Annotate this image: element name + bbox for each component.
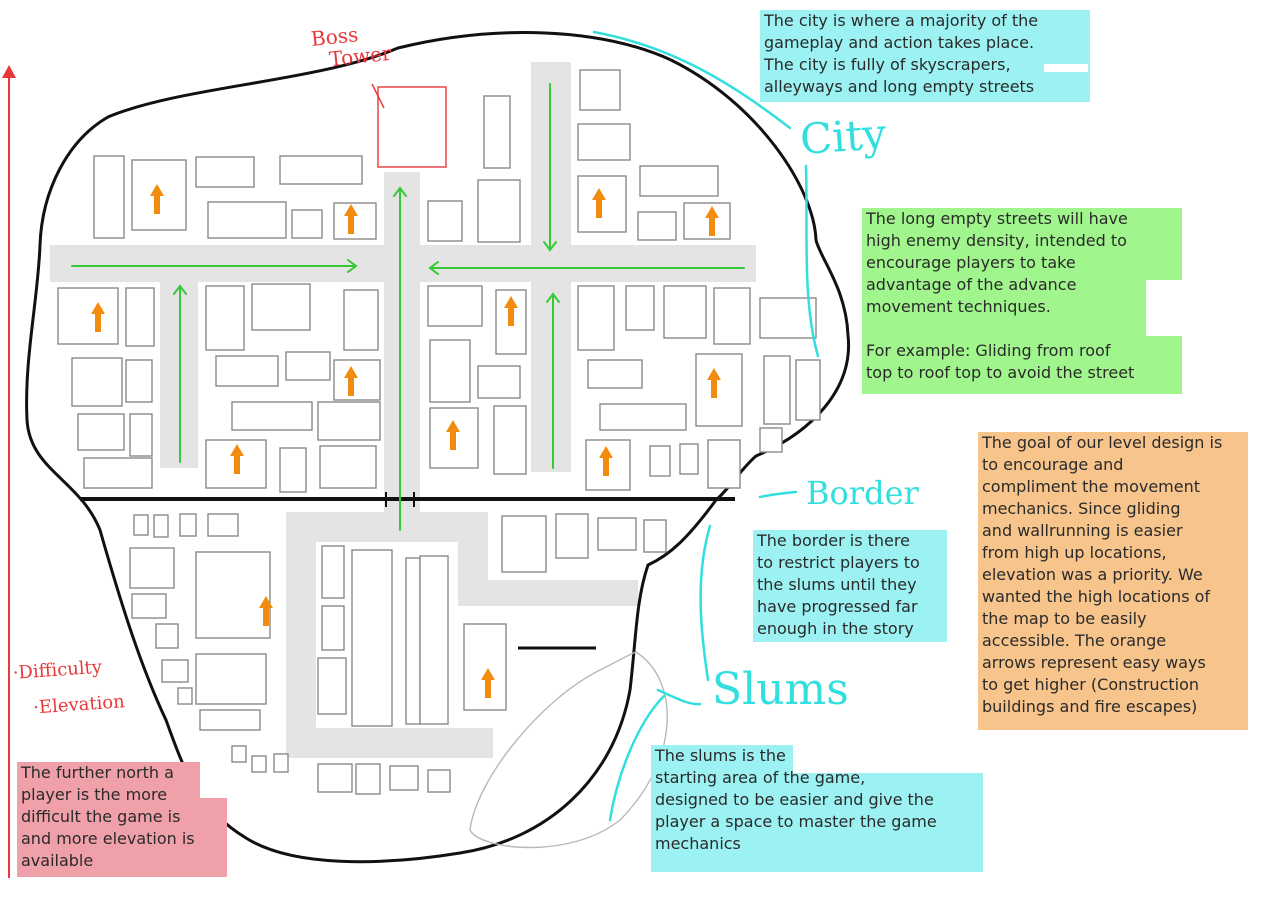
- border-note-line: have progressed far: [757, 597, 918, 616]
- axis-legend: ·Difficulty ·Elevation: [12, 648, 126, 727]
- boss-tower-pointer: [371, 83, 385, 109]
- city-note-line: The city is where a majority of the: [764, 11, 1039, 30]
- goal-note-line: wanted the high locations of: [982, 587, 1211, 606]
- orange-arrow-icon: [230, 444, 244, 474]
- callout-lines: [592, 30, 820, 822]
- goal-note-line: arrows represent easy ways: [982, 653, 1206, 672]
- slums-note-line: designed to be easier and give the: [655, 790, 934, 809]
- border-note-line: the slums until they: [757, 575, 917, 594]
- goal-note-line: from high up locations,: [982, 543, 1167, 562]
- border-note-line: The border is there: [757, 531, 910, 550]
- goal-note-line: The goal of our level design is: [982, 433, 1223, 452]
- difficulty-note-line: available: [21, 851, 94, 870]
- city-note-line: alleyways and long empty streets: [764, 77, 1035, 96]
- border-note-line: enough in the story: [757, 619, 914, 638]
- slums-note-notch: [793, 745, 983, 773]
- streets-note-line: encourage players to take: [866, 253, 1076, 272]
- goal-note-line: mechanics. Since gliding: [982, 499, 1181, 518]
- streets-note-line: high enemy density, intended to: [866, 231, 1127, 250]
- streets-note: The long empty streets will have high ene…: [862, 208, 1182, 394]
- goal-note-line: to get higher (Construction: [982, 675, 1200, 694]
- orange-arrow-icon: [446, 420, 460, 450]
- green-arrow-south: [543, 83, 557, 252]
- orange-arrow-icon: [705, 206, 719, 236]
- north-south-avenue: [384, 172, 420, 512]
- orange-arrow-icon: [481, 668, 495, 698]
- slums-note-line: The slums is the: [655, 746, 786, 765]
- orange-arrow-icon: [150, 184, 164, 214]
- slums-note-line: player a space to master the game: [655, 812, 937, 831]
- streets-note-line: The long empty streets will have: [866, 209, 1128, 228]
- goal-note-line: elevation was a priority. We: [982, 565, 1203, 584]
- orange-arrow-icon: [592, 188, 606, 218]
- streets-note-line: top to roof top to avoid the street: [866, 363, 1135, 382]
- streets-note-line: advantage of the advance: [866, 275, 1077, 294]
- elevation-arrows: [91, 184, 721, 698]
- difficulty-note-line: difficult the game is: [21, 807, 181, 826]
- goal-note-line: buildings and fire escapes): [982, 697, 1198, 716]
- boss-tower-building: [377, 86, 447, 168]
- street-direction-arrows: [71, 83, 745, 531]
- green-arrow-east: [71, 259, 358, 273]
- slums-label: Slums: [712, 664, 849, 715]
- city-note: The city is where a majority of the gamep…: [760, 10, 1090, 102]
- slum-south-street: [286, 728, 493, 758]
- slum-west-street: [286, 512, 316, 758]
- city-note-notch: [1044, 64, 1088, 72]
- goal-note-line: the map to be easily: [982, 609, 1147, 628]
- border-label: Border: [806, 474, 919, 512]
- elevation-legend: ·Elevation: [32, 691, 126, 719]
- green-arrow-north-east: [546, 292, 560, 469]
- orange-arrow-icon: [91, 302, 105, 332]
- green-arrow-west: [428, 261, 745, 275]
- difficulty-note-notch: [200, 762, 227, 798]
- green-arrow-north-main: [393, 186, 407, 531]
- city-label: City: [798, 109, 888, 164]
- green-arrow-north-west: [173, 284, 187, 463]
- goal-note-line: and wallrunning is easier: [982, 521, 1183, 540]
- difficulty-axis: [2, 65, 16, 878]
- difficulty-note-line: and more elevation is: [21, 829, 195, 848]
- goal-note: The goal of our level design is to encour…: [978, 432, 1248, 730]
- difficulty-note: The further north a player is the more dif…: [17, 762, 227, 877]
- slum-construction-area: [469, 651, 668, 849]
- city-note-line: The city is fully of skyscrapers,: [764, 55, 1011, 74]
- orange-arrow-icon: [599, 446, 613, 476]
- streets: [50, 62, 756, 758]
- border-wall: [80, 492, 735, 507]
- island-outline: [25, 31, 851, 864]
- goal-note-line: accessible. The orange: [982, 631, 1167, 650]
- border-note-line: to restrict players to: [757, 553, 920, 572]
- orange-arrow-icon: [707, 368, 721, 398]
- slum-east-street: [458, 580, 638, 606]
- goal-note-line: to encourage and: [982, 455, 1124, 474]
- orange-arrow-icon: [344, 204, 358, 234]
- buildings: [57, 69, 821, 795]
- slums-note-line: mechanics: [655, 834, 741, 853]
- streets-note-line: movement techniques.: [866, 297, 1051, 316]
- streets-note-line: [866, 318, 1176, 340]
- city-note-line: gameplay and action takes place.: [764, 33, 1035, 52]
- difficulty-note-line: player is the more: [21, 785, 168, 804]
- boss-tower-label: Boss Tower: [309, 22, 393, 72]
- streets-note-notch: [1146, 280, 1182, 336]
- goal-note-line: compliment the movement: [982, 477, 1201, 496]
- streets-note-line: For example: Gliding from roof: [866, 341, 1111, 360]
- orange-arrow-icon: [259, 596, 273, 626]
- orange-arrow-icon: [344, 366, 358, 396]
- orange-arrow-icon: [504, 296, 518, 326]
- difficulty-note-line: The further north a: [21, 763, 174, 782]
- slum-north-street: [286, 512, 488, 542]
- border-note: The border is there to restrict players t…: [753, 530, 947, 642]
